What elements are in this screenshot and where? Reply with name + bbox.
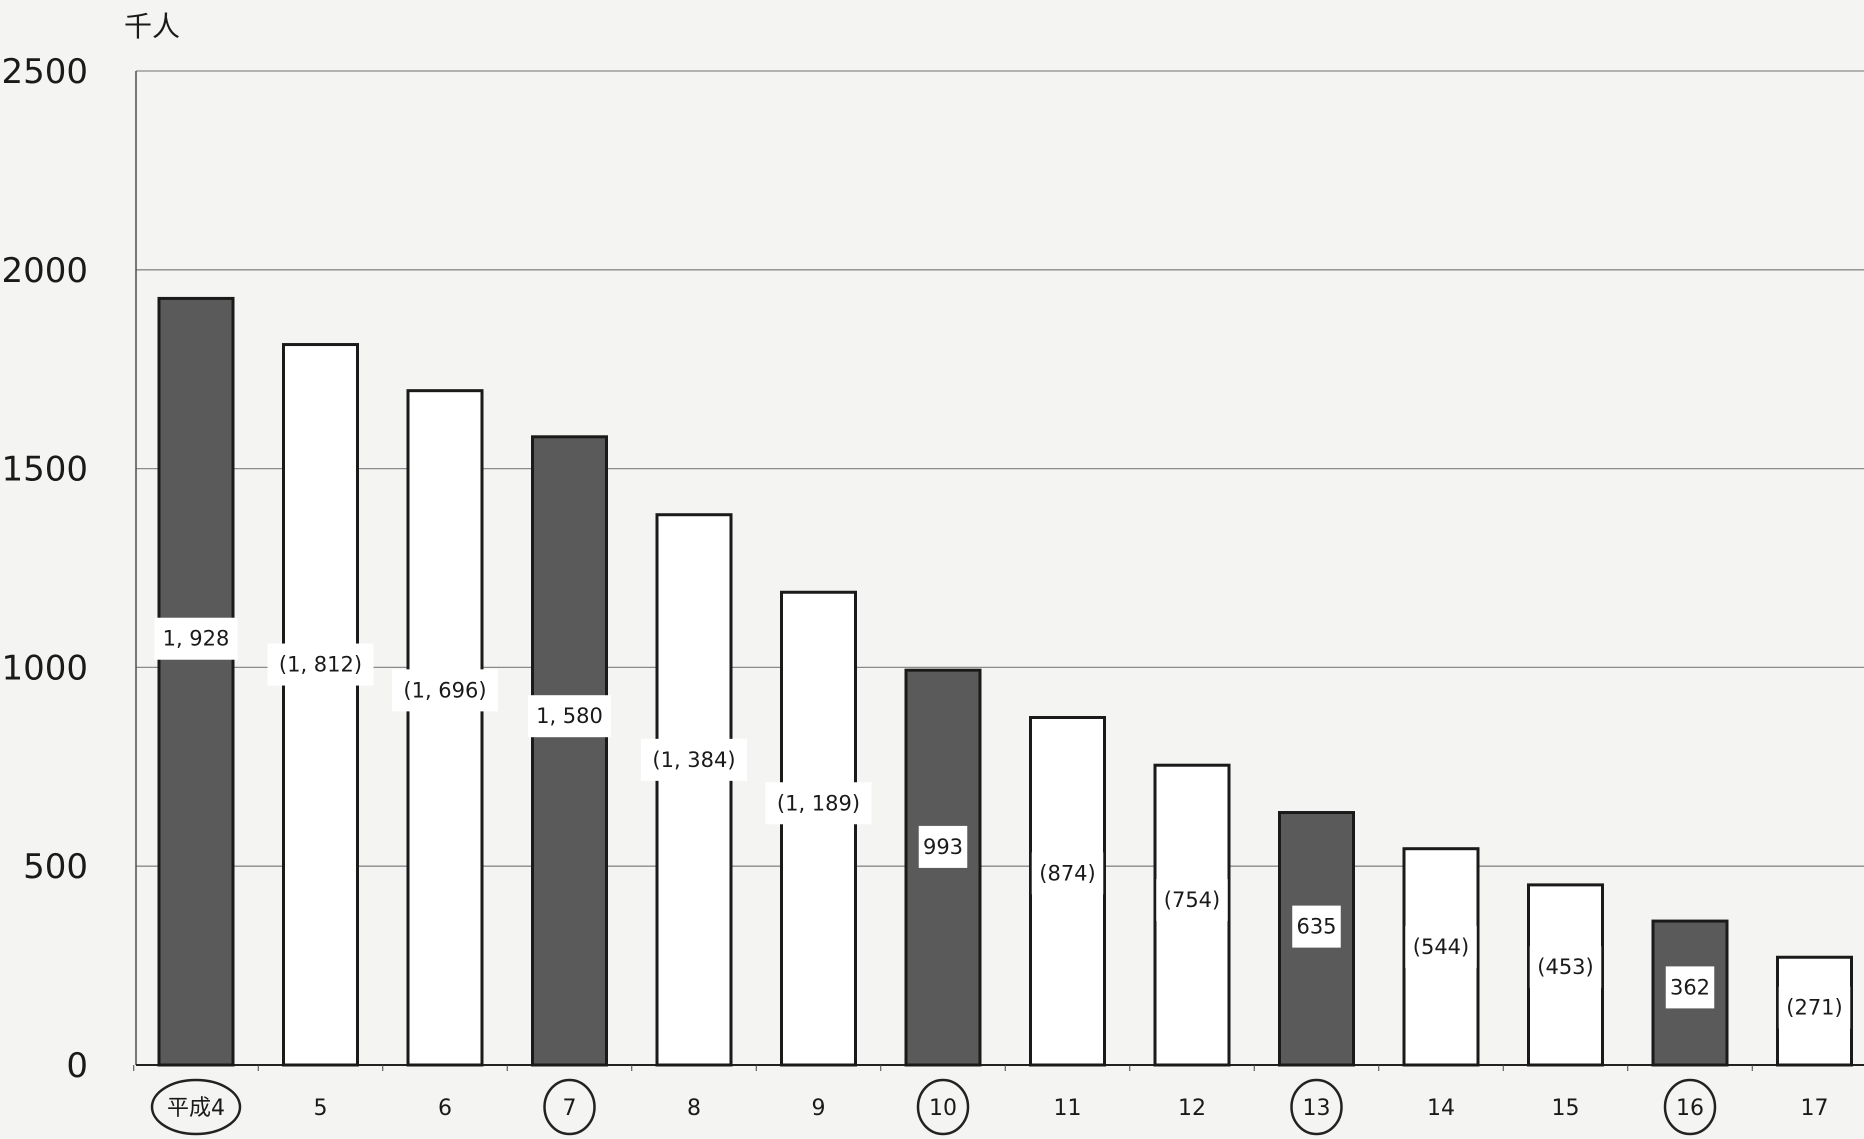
x-tick-label: 14	[1427, 1096, 1455, 1121]
data-label-box	[267, 643, 374, 686]
bar	[406, 389, 484, 1067]
data-label: 993	[923, 835, 963, 859]
data-label: (453)	[1537, 955, 1593, 979]
x-tick-label: 10	[929, 1096, 957, 1121]
bar	[655, 513, 733, 1067]
data-label-box	[528, 695, 611, 738]
data-label-box	[1778, 986, 1851, 1029]
y-tick-label: 2000	[1, 251, 88, 291]
x-tick-label: 11	[1054, 1096, 1082, 1121]
x-tick-label: 6	[438, 1096, 452, 1121]
data-label-box	[1665, 966, 1715, 1009]
data-label: (1, 812)	[279, 653, 362, 677]
x-tick-highlight-circle	[1663, 1078, 1717, 1136]
data-label: 1, 580	[536, 704, 603, 728]
x-tick-highlight-circle	[543, 1078, 596, 1136]
x-tick-label: 8	[687, 1096, 701, 1121]
data-label-box	[1156, 879, 1228, 922]
x-tick-label: 12	[1178, 1096, 1206, 1121]
data-label: 1, 928	[163, 627, 230, 651]
x-tick-label: 17	[1801, 1096, 1829, 1121]
data-label: (1, 696)	[403, 678, 486, 702]
data-label: (874)	[1039, 861, 1095, 885]
data-label-box	[641, 738, 747, 781]
data-label-box	[765, 782, 872, 825]
bar	[157, 296, 235, 1067]
x-tick-label: 平成4	[167, 1096, 225, 1121]
data-label: (544)	[1413, 935, 1469, 959]
y-tick-label: 2500	[1, 52, 88, 92]
x-tick-label: 13	[1303, 1096, 1331, 1121]
data-label-box	[154, 617, 238, 660]
bar	[282, 343, 359, 1067]
data-label: 362	[1670, 975, 1710, 999]
data-label-box	[392, 669, 498, 712]
data-label-box	[918, 825, 968, 868]
x-tick-highlight-circle	[150, 1078, 242, 1136]
bar	[780, 590, 857, 1067]
y-axis-unit-label: 千人	[124, 10, 180, 43]
data-label-box	[1529, 946, 1602, 989]
data-label-box	[1292, 905, 1341, 948]
data-label: (1, 189)	[777, 791, 860, 815]
y-tick-label: 1000	[1, 648, 88, 688]
data-label-box	[1405, 925, 1477, 968]
data-label: (271)	[1786, 996, 1842, 1020]
y-tick-label: 1500	[1, 450, 88, 490]
bar	[531, 435, 608, 1067]
x-tick-label: 9	[812, 1096, 826, 1121]
x-tick-label: 5	[314, 1096, 328, 1121]
x-tick-label: 16	[1676, 1096, 1704, 1121]
x-tick-label: 7	[563, 1096, 577, 1121]
data-label: (1, 384)	[652, 748, 735, 772]
x-tick-label: 15	[1552, 1096, 1580, 1121]
data-label: 635	[1296, 915, 1336, 939]
bar	[1278, 811, 1355, 1067]
y-tick-label: 500	[23, 847, 88, 887]
data-label-box	[1031, 852, 1104, 895]
data-label: (754)	[1164, 888, 1220, 912]
x-tick-highlight-circle	[1290, 1078, 1343, 1136]
y-tick-label: 0	[66, 1046, 88, 1086]
x-tick-highlight-circle	[916, 1078, 970, 1136]
